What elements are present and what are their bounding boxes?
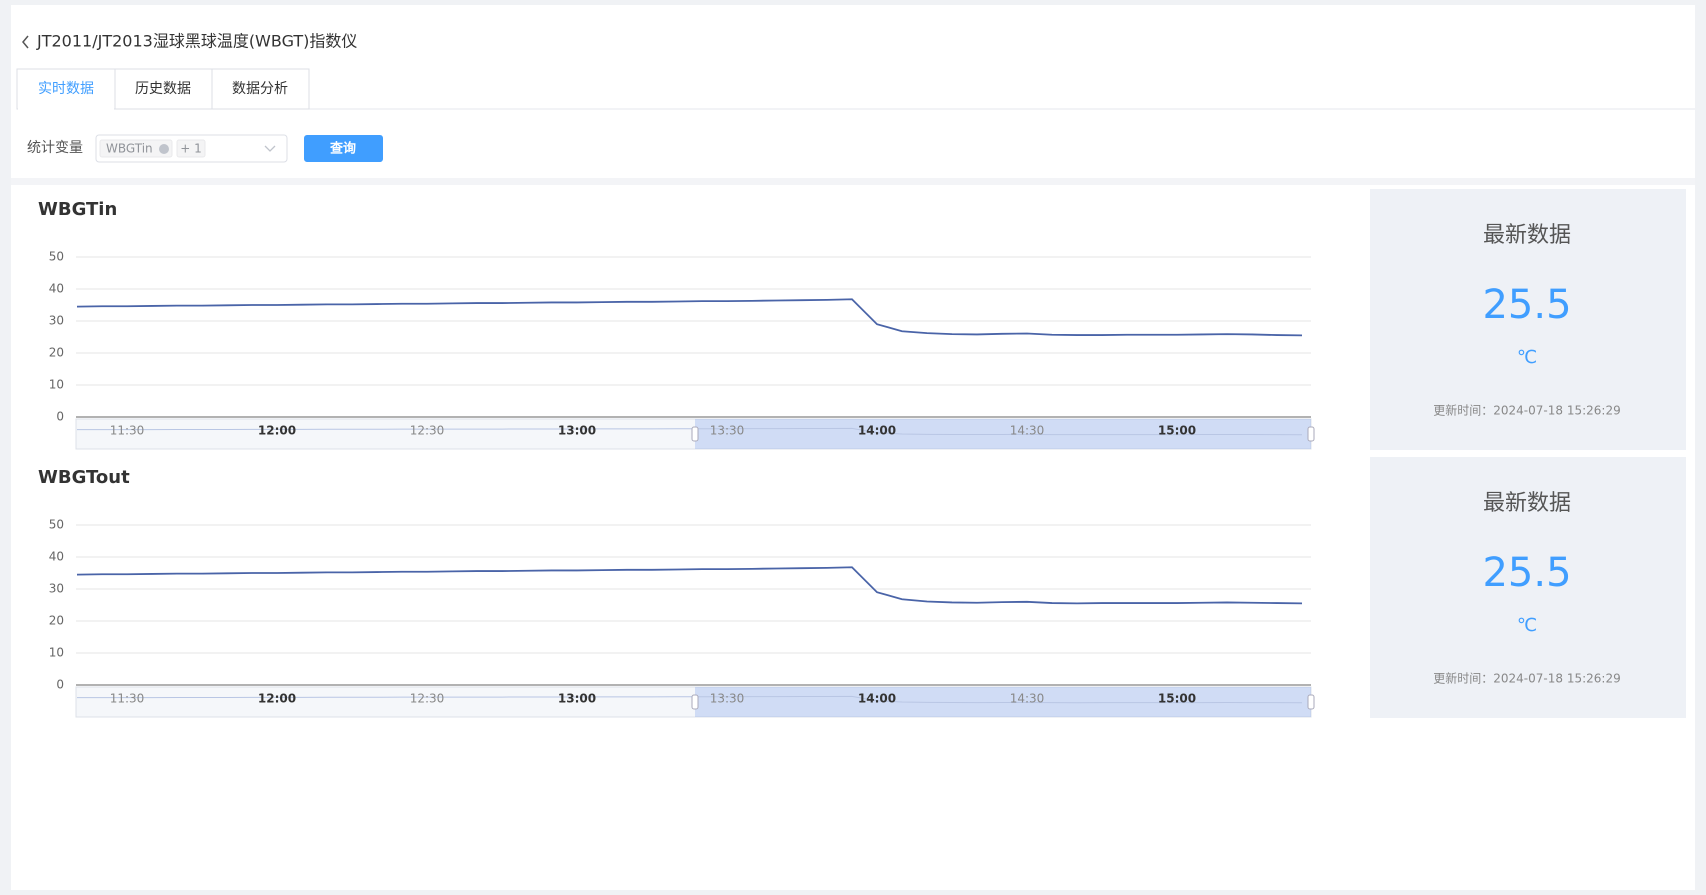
select-tag <box>99 139 173 158</box>
tab[interactable]: 数据分析 <box>232 81 288 97</box>
x-tick-label: 13:00 <box>558 692 596 706</box>
more-tag <box>176 139 206 158</box>
y-tick-label: 0 <box>56 410 64 424</box>
x-tick-label: 14:00 <box>858 424 896 438</box>
latest-value: 25.5 <box>1482 282 1571 328</box>
filter-label: 统计变量 <box>27 140 83 156</box>
latest-unit: ℃ <box>1517 615 1537 636</box>
x-tick-label: 13:30 <box>710 692 745 706</box>
zoom-preview-line <box>76 427 1303 436</box>
y-tick-label: 0 <box>56 678 64 692</box>
y-tick-label: 30 <box>49 582 64 596</box>
y-tick-label: 50 <box>49 518 64 532</box>
tag-close[interactable] <box>159 144 169 154</box>
x-tick-label: 11:30 <box>110 424 145 438</box>
select-tag-text: WBGTin <box>106 142 153 156</box>
more-tag-text: + 1 <box>180 142 202 156</box>
tab[interactable]: 历史数据 <box>135 81 191 97</box>
latest-unit: ℃ <box>1517 347 1537 368</box>
x-tick-label: 14:00 <box>858 692 896 706</box>
y-tick-label: 20 <box>49 346 64 360</box>
x-tick-label: 12:00 <box>258 692 296 706</box>
query-button-text: 查询 <box>329 141 356 157</box>
zoom-handle <box>1307 426 1315 442</box>
data-line <box>76 298 1303 337</box>
chart-title: WBGTin <box>38 199 117 220</box>
y-tick-label: 30 <box>49 314 64 328</box>
y-tick-label: 50 <box>49 250 64 264</box>
zoom-preview-line <box>76 695 1303 704</box>
page-title: JT2011/JT2013湿球黑球温度(WBGT)指数仪 <box>36 32 357 51</box>
query-button[interactable] <box>304 135 383 162</box>
tab[interactable]: 实时数据 <box>38 81 94 97</box>
latest-updated: 更新时间：2024-07-18 15:26:29 <box>1433 671 1620 686</box>
zoom-handle <box>1307 694 1315 710</box>
zoom-handle <box>691 694 699 710</box>
x-tick-label: 11:30 <box>110 692 145 706</box>
x-tick-label: 13:30 <box>710 424 745 438</box>
y-tick-label: 10 <box>49 378 64 392</box>
x-tick-label: 15:00 <box>1158 424 1196 438</box>
y-tick-label: 10 <box>49 646 64 660</box>
x-tick-label: 12:30 <box>410 692 445 706</box>
chart-card <box>25 457 1368 718</box>
separator <box>11 178 1695 185</box>
x-tick-label: 12:00 <box>258 424 296 438</box>
latest-updated: 更新时间：2024-07-18 15:26:29 <box>1433 403 1620 418</box>
tab-bar <box>16 68 310 110</box>
x-tick-label: 13:00 <box>558 424 596 438</box>
x-tick-label: 15:00 <box>1158 692 1196 706</box>
zoom-handle <box>691 426 699 442</box>
back-icon[interactable] <box>22 35 29 49</box>
latest-value: 25.5 <box>1482 550 1571 596</box>
chart-card <box>25 189 1368 450</box>
data-line <box>76 566 1303 605</box>
x-tick-label: 14:30 <box>1010 692 1045 706</box>
y-tick-label: 40 <box>49 550 64 564</box>
select-arrow <box>264 145 276 152</box>
y-tick-label: 40 <box>49 282 64 296</box>
latest-panel <box>1370 457 1686 718</box>
chart-title: WBGTout <box>38 467 130 488</box>
x-tick-label: 14:30 <box>1010 424 1045 438</box>
latest-panel <box>1370 189 1686 450</box>
y-tick-label: 20 <box>49 614 64 628</box>
latest-title: 最新数据 <box>1483 223 1571 248</box>
x-tick-label: 12:30 <box>410 424 445 438</box>
latest-title: 最新数据 <box>1483 491 1571 516</box>
